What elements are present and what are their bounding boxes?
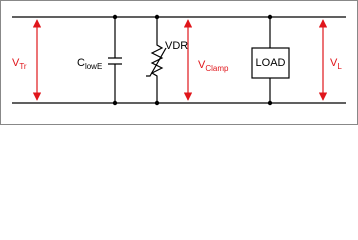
junction	[112, 100, 118, 106]
v-tr-label: VTr	[12, 57, 27, 71]
junction	[154, 14, 160, 20]
junction	[154, 100, 160, 106]
junction	[267, 100, 273, 106]
v-l-label: VL	[330, 57, 342, 71]
varistor	[150, 17, 164, 103]
circuit-diagram: VTr ClowE VDR VClamp LOAD VL	[0, 0, 358, 125]
varistor-slash	[146, 47, 167, 77]
c-lowe-label: ClowE	[77, 57, 102, 71]
load-label: LOAD	[256, 57, 286, 69]
junction	[267, 14, 273, 20]
load-box	[251, 47, 290, 79]
frame	[0, 0, 358, 125]
v-clamp-label: VClamp	[198, 59, 229, 73]
capacitor	[108, 17, 122, 103]
junction	[112, 14, 118, 20]
vdr-label: VDR	[165, 40, 188, 52]
